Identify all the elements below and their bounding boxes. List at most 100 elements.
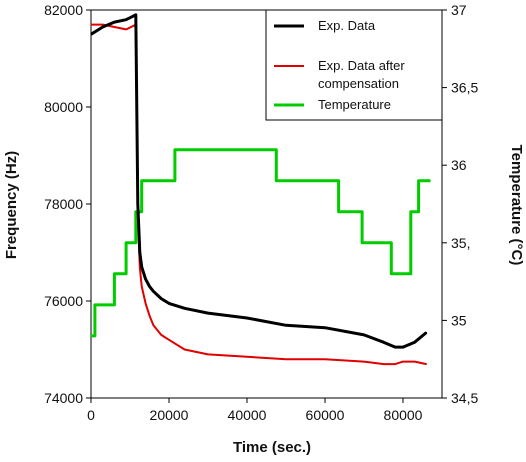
data-point (429, 180, 431, 182)
data-point (102, 24, 104, 26)
data-point (139, 266, 141, 268)
legend: Exp. Data Exp. Data after compensation T… (265, 9, 443, 121)
data-point (246, 317, 248, 319)
data-point (390, 242, 392, 244)
data-point (148, 285, 151, 287)
data-point (246, 356, 248, 358)
y-tick-label: 78000 (44, 196, 83, 212)
y2-tick-label: 35, (451, 235, 470, 251)
data-point (125, 19, 127, 21)
data-point (152, 290, 154, 292)
data-point (152, 324, 154, 326)
data-point (125, 28, 127, 30)
data-point (160, 298, 162, 300)
data-point (402, 346, 404, 348)
data-point (168, 302, 170, 304)
data-point (135, 211, 137, 213)
data-point (373, 242, 375, 244)
data-point (182, 149, 184, 151)
series-line-1 (91, 23, 427, 366)
data-point (275, 149, 277, 151)
data-point (382, 363, 385, 365)
data-point (168, 339, 170, 341)
data-point (338, 180, 340, 182)
data-point (275, 180, 277, 182)
y-tick-label: 74000 (44, 390, 83, 406)
data-point (361, 242, 363, 244)
data-point (285, 324, 287, 326)
x-tick-label: 20000 (150, 407, 189, 423)
data-point (160, 334, 162, 336)
x-tick-label: 40000 (228, 407, 267, 423)
data-point (141, 180, 143, 182)
series-line-2 (91, 148, 431, 338)
data-point (90, 24, 92, 26)
data-point (135, 14, 137, 16)
data-point (414, 361, 416, 363)
data-point (94, 304, 96, 306)
data-point (418, 180, 420, 182)
data-point (174, 180, 176, 182)
y-tick-label: 76000 (44, 293, 83, 309)
legend-label-exp-data: Exp. Data (318, 18, 376, 33)
legend-label-compensated-2: compensation (318, 76, 399, 91)
y2-tick-label: 36,5 (451, 80, 478, 96)
data-point (137, 203, 139, 205)
data-point (113, 304, 115, 306)
data-point (425, 363, 427, 365)
data-point (324, 327, 326, 329)
data-point (125, 242, 127, 244)
data-point (113, 21, 115, 23)
data-point (418, 211, 420, 213)
data-point (184, 307, 186, 309)
data-point (135, 242, 137, 244)
x-axis-title: Time (sec.) (233, 439, 311, 456)
y2-axis-title: Temperature (°C) (508, 145, 525, 266)
data-point (141, 211, 143, 213)
data-point (390, 273, 392, 275)
data-point (147, 180, 149, 182)
data-point (394, 346, 396, 348)
data-point (338, 211, 340, 213)
data-point (139, 251, 141, 254)
data-point (141, 266, 143, 268)
data-point (425, 331, 427, 334)
legend-label-compensated-1: Exp. Data after (318, 58, 405, 73)
data-point (113, 26, 115, 28)
data-point (125, 273, 127, 275)
data-point (102, 26, 104, 28)
data-point (94, 335, 96, 337)
data-point (324, 358, 326, 360)
data-point (141, 285, 143, 287)
series-layer (90, 13, 431, 366)
data-point (402, 361, 404, 363)
y2-tick-label: 34,5 (451, 390, 478, 406)
data-point (410, 211, 412, 213)
x-tick-label: 0 (87, 407, 95, 423)
data-point (414, 341, 416, 343)
data-point (363, 334, 365, 336)
data-point (148, 315, 151, 317)
data-point (361, 211, 363, 213)
legend-label-temperature: Temperature (318, 97, 391, 112)
data-point (90, 335, 92, 337)
y2-tick-label: 36 (451, 157, 467, 173)
series-line-0 (90, 13, 428, 349)
data-point (113, 273, 115, 275)
y2-tick-label: 35 (451, 312, 467, 328)
y-axis-title: Frequency (Hz) (3, 151, 20, 259)
y2-tick-label: 37 (451, 2, 467, 18)
data-point (174, 149, 176, 151)
data-point (145, 278, 147, 280)
data-point (363, 361, 365, 363)
data-point (410, 273, 412, 275)
x-tick-label: 60000 (306, 407, 345, 423)
data-point (382, 341, 385, 343)
data-point (207, 353, 209, 355)
y-tick-label: 80000 (44, 99, 83, 115)
x-tick-label: 80000 (384, 407, 423, 423)
y-tick-label: 82000 (44, 2, 83, 18)
data-point (184, 348, 186, 351)
data-point (347, 211, 349, 213)
